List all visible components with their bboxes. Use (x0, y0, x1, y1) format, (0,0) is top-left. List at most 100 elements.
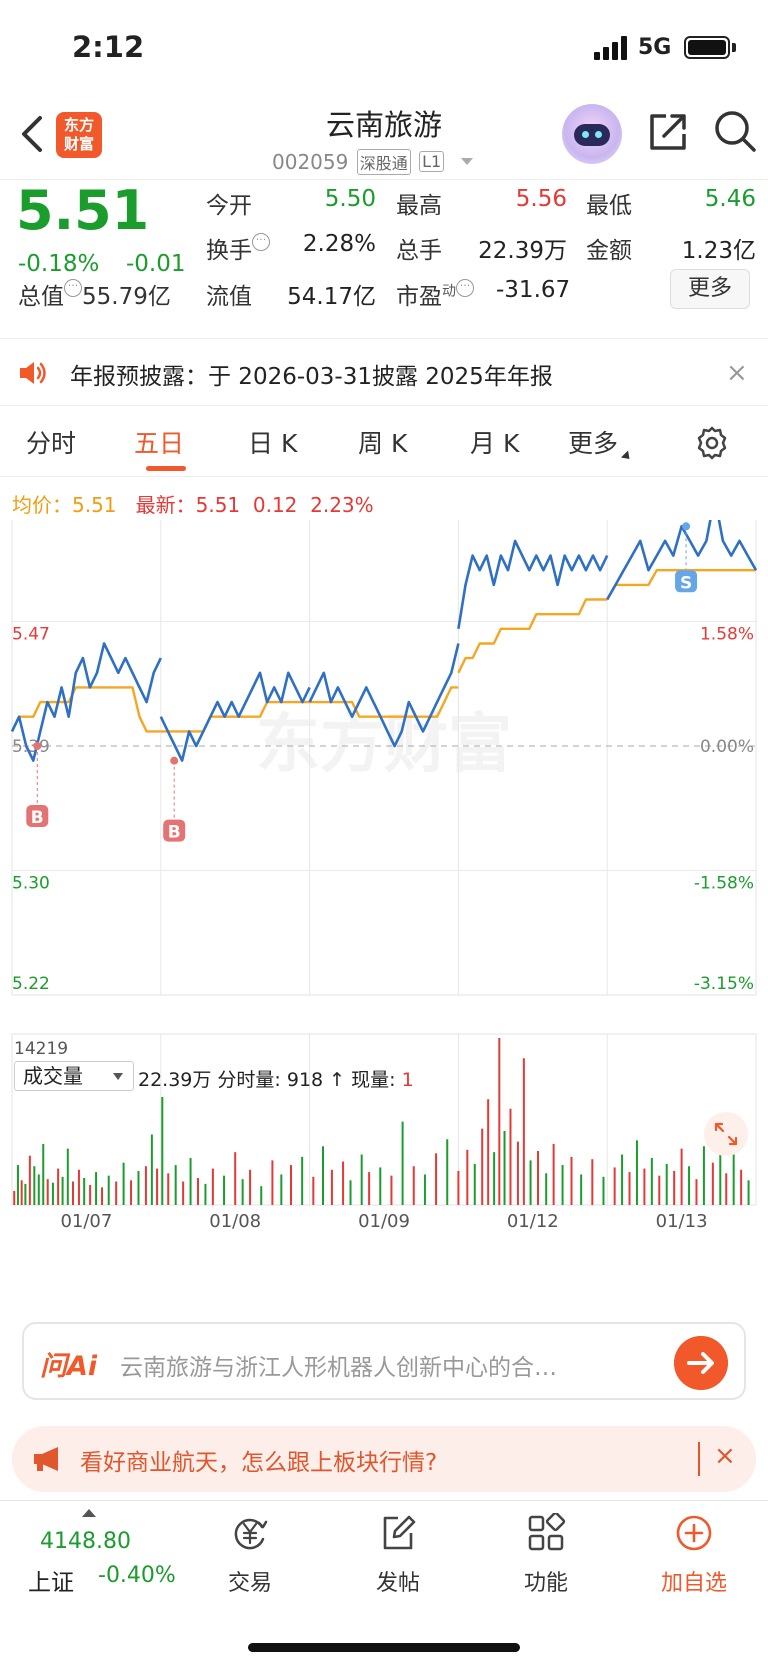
stock-header: 东方 财富 云南旅游 002059 深股通 L1 (0, 96, 768, 180)
buy-marker (26, 805, 49, 827)
nav-functions[interactable]: 功能 (496, 1511, 596, 1597)
nav-post[interactable]: 发帖 (348, 1513, 448, 1597)
robot-face (574, 124, 610, 146)
promo-banner[interactable]: 看好商业航天，怎么跟上板块行情? × (12, 1426, 756, 1492)
x-tick-label: 01/12 (507, 1211, 559, 1232)
change-percent: -0.18% (18, 251, 100, 277)
volume-toolbar: 成交量 22.39万 分时量: 918 ↑ 现量: 1 (0, 1058, 768, 1092)
price-line (606, 520, 758, 601)
trade-yen-icon (234, 1518, 268, 1550)
last-price: 5.51 (16, 179, 150, 242)
open-label: 今开 (206, 193, 252, 219)
network-label: 5G (638, 35, 672, 60)
float-value: 54.17亿 (287, 284, 376, 310)
active-tab-indicator (146, 466, 186, 471)
back-arrow-icon[interactable] (14, 114, 54, 154)
grid-apps-icon (528, 1511, 566, 1551)
tab-monthly-k[interactable]: 月 K (470, 429, 520, 458)
turnover-value: 2.28% (302, 231, 376, 257)
turnover-label-text: 换手 (206, 238, 252, 264)
caret-up-icon (82, 1509, 96, 1517)
robot-eye-right (595, 131, 602, 138)
home-indicator (248, 1643, 520, 1652)
avg-price-line (606, 569, 756, 601)
y-tick-left: 5.22 (12, 974, 50, 994)
watermark: 东方财富 (256, 708, 512, 782)
volume-value: 22.39万 (478, 238, 567, 264)
expand-icon[interactable] (704, 1112, 748, 1156)
robot-eye-left (582, 131, 589, 138)
bottom-nav: 4148.80 上证 -0.40% 交易 发帖 功能 加自选 (0, 1500, 768, 1663)
tab-daily-k[interactable]: 日 K (248, 429, 298, 458)
notice-close-button[interactable]: × (726, 358, 748, 388)
info-icon[interactable]: ··· (456, 279, 474, 297)
x-tick-label: 01/07 (60, 1211, 112, 1232)
y-tick-left: 5.47 (12, 625, 50, 645)
high-value: 5.56 (515, 186, 567, 212)
change-amount: -0.01 (126, 251, 186, 277)
tab-five-day[interactable]: 五日 (134, 429, 185, 458)
tab-intraday[interactable]: 分时 (26, 429, 77, 458)
ai-robot-avatar[interactable] (562, 104, 622, 164)
price-line (457, 539, 609, 630)
current-volume: 1 (401, 1069, 414, 1091)
ai-question-box[interactable]: 问Ai 云南旅游与浙江人形机器人创新中心的合… (22, 1322, 746, 1400)
arrow-right-icon[interactable] (674, 1336, 728, 1390)
promo-divider (698, 1442, 700, 1476)
stock-code-row[interactable]: 002059 深股通 L1 (272, 148, 473, 175)
info-icon[interactable]: ··· (252, 233, 270, 251)
gear-icon[interactable] (694, 425, 730, 461)
signal-icon (594, 36, 627, 60)
y-tick-right: 0.00% (700, 737, 754, 757)
nav-add-watchlist-label: 加自选 (660, 1571, 727, 1596)
avg-price-row: 均价：5.51 最新：5.51 0.12 2.23% (12, 489, 374, 518)
promo-text: 看好商业航天，怎么跟上板块行情? (80, 1450, 438, 1476)
avg-price-line (457, 598, 608, 674)
y-tick-left: 5.30 (12, 874, 50, 894)
share-icon[interactable] (646, 110, 690, 154)
y-tick-left: 5.39 (12, 737, 50, 757)
x-tick-label: 01/13 (656, 1211, 708, 1232)
battery-icon (684, 36, 730, 59)
more-quote-button[interactable]: 更多 (670, 269, 750, 309)
ai-suggestion-text: 云南旅游与浙江人形机器人创新中心的合… (120, 1355, 557, 1381)
trade-marker-dot (682, 522, 691, 531)
trade-marker-label: B (168, 823, 181, 843)
logo-line-1: 东方 (63, 116, 94, 134)
low-label: 最低 (586, 193, 632, 219)
search-icon[interactable] (712, 108, 758, 154)
mktcap-label-text: 总值 (18, 284, 64, 310)
index-name: 上证 (28, 1570, 74, 1596)
megaphone-icon (34, 1447, 58, 1471)
logo-line-2: 财富 (63, 135, 94, 153)
turnover-label: 换手 ··· (206, 231, 270, 265)
y-tick-right: -3.15% (694, 974, 754, 994)
y-tick-right: -1.58% (694, 874, 754, 894)
notice-bar[interactable]: 年报预披露：于 2026-03-31披露 2025年年报 × (0, 340, 768, 406)
open-value: 5.50 (324, 186, 376, 212)
tab-more[interactable]: 更多 (568, 424, 634, 463)
latest-label: 最新： (135, 493, 196, 517)
info-icon[interactable]: ··· (64, 279, 82, 297)
battery-cap (732, 43, 736, 52)
x-tick-label: 01/08 (209, 1211, 261, 1232)
avg-price-line (10, 686, 161, 733)
nav-trade[interactable]: 交易 (200, 1513, 300, 1597)
latest-change: 0.12 (252, 493, 298, 517)
mktcap-value: 55.79亿 (82, 284, 171, 310)
app-logo[interactable]: 东方 财富 (56, 112, 102, 158)
speaker-icon (20, 362, 46, 384)
x-tick-label: 01/09 (358, 1211, 410, 1232)
tab-weekly-k[interactable]: 周 K (358, 429, 408, 458)
quote-panel: 5.51 -0.18% -0.01 今开 5.50 最高 5.56 最低 5.4… (0, 179, 768, 339)
connect-tag: 深股通 (356, 148, 411, 175)
promo-close-button[interactable]: × (714, 1441, 736, 1471)
nav-add-watchlist[interactable]: 加自选 (644, 1513, 744, 1597)
indicator-select[interactable]: 成交量 (14, 1061, 134, 1091)
nav-functions-label: 功能 (523, 1571, 568, 1596)
stock-code: 002059 (272, 149, 349, 174)
trade-marker-label: S (680, 573, 692, 593)
volume-max-label: 14219 (14, 1039, 68, 1059)
five-day-chart[interactable]: 东方财富5.563.15%5.471.58%5.390.00%5.30-1.58… (0, 520, 768, 1280)
latest-value: 5.51 (195, 493, 241, 517)
